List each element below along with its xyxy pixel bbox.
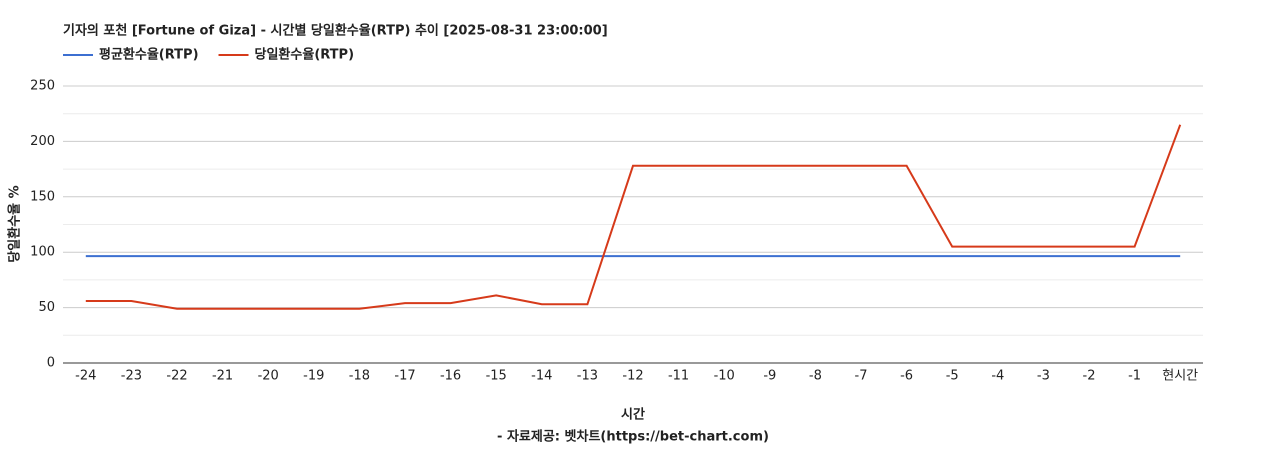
legend-label: 당일환수율(RTP): [255, 47, 355, 63]
legend-label: 평균환수율(RTP): [99, 47, 199, 63]
x-tick-label: -19: [303, 369, 324, 384]
x-tick-label: -24: [75, 369, 96, 384]
x-tick-label: -2: [1083, 369, 1096, 384]
x-tick-label: -21: [212, 369, 233, 384]
x-tick-label: -5: [946, 369, 959, 384]
x-tick-label: -8: [809, 369, 822, 384]
x-tick-label: -16: [440, 369, 461, 384]
x-tick-label: -18: [349, 369, 370, 384]
source: - 자료제공: 벳차트(https://bet-chart.com): [497, 429, 769, 445]
y-tick-label: 100: [30, 245, 55, 260]
x-tick-label: -22: [166, 369, 187, 384]
x-tick-label: -13: [577, 369, 598, 384]
y-axis-label: 당일환수율 %: [7, 185, 23, 262]
x-tick-label: -1: [1128, 369, 1141, 384]
series-line: [85, 124, 1182, 310]
x-tick-label: -15: [486, 369, 507, 384]
x-tick-label: -6: [900, 369, 913, 384]
x-tick-label: -23: [121, 369, 142, 384]
x-tick-label: -4: [991, 369, 1004, 384]
x-tick-label: -7: [855, 369, 868, 384]
x-tick-label: -17: [394, 369, 415, 384]
chart-title: 기자의 포천 [Fortune of Giza] - 시간별 당일환수율(RTP…: [63, 23, 608, 39]
y-tick-label: 150: [30, 189, 55, 204]
x-tick-label: -10: [714, 369, 735, 384]
x-tick-label: -12: [622, 369, 643, 384]
x-tick-label: -11: [668, 369, 689, 384]
x-tick-label: -9: [763, 369, 776, 384]
x-axis-label: 시간: [621, 407, 645, 423]
y-tick-label: 200: [30, 134, 55, 149]
x-tick-label: -3: [1037, 369, 1050, 384]
x-tick-label: -20: [258, 369, 279, 384]
x-tick-label: 현시간: [1162, 369, 1198, 384]
y-tick-label: 50: [38, 300, 55, 315]
x-tick-label: -14: [531, 369, 552, 384]
y-tick-label: 250: [30, 79, 55, 94]
y-tick-label: 0: [47, 356, 55, 371]
